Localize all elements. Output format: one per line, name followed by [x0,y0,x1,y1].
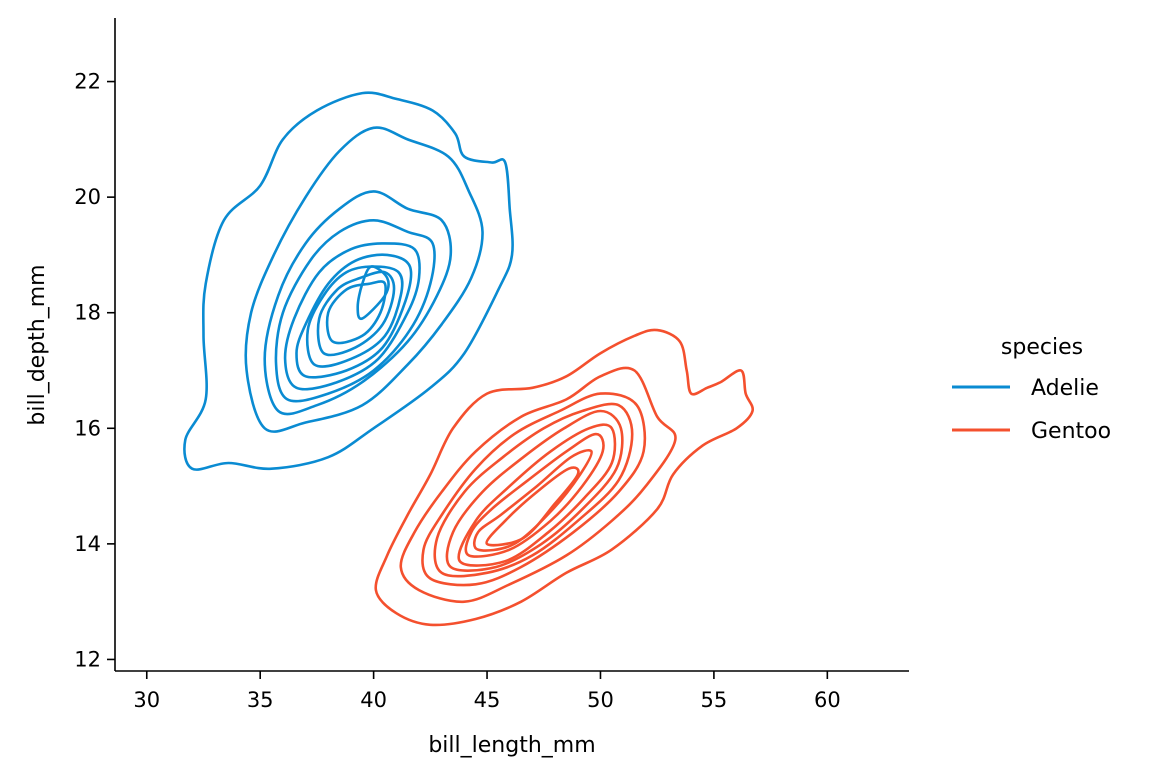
adelie-contour-7 [305,265,404,368]
x-tick-label: 45 [474,688,501,712]
adelie-contour-9 [325,280,387,345]
y-tick-label: 12 [74,647,101,671]
adelie-contour-10 [356,265,390,321]
gentoo-contour-1 [374,328,755,627]
adelie-contour-4 [274,219,436,403]
legend: species Adelie Gentoo [952,335,1111,444]
x-tick-label: 40 [360,688,387,712]
x-tick-label: 35 [247,688,274,712]
adelie-contour-8 [316,270,396,357]
legend-title: species [1001,335,1083,360]
gentoo-contour-3 [421,392,647,587]
legend-label-adelie: Adelie [1031,376,1099,401]
legend-label-gentoo: Gentoo [1031,419,1111,444]
adelie-contour-3 [263,190,453,416]
gentoo-contour-7 [464,432,605,558]
adelie-contour-6 [295,253,413,379]
series-adelie [183,91,514,471]
y-tick-label: 14 [74,532,101,556]
x-axis-title: bill_length_mm [428,733,595,758]
adelie-contour-2 [244,126,484,433]
gentoo-contour-2 [399,366,677,604]
y-tick-label: 22 [74,70,101,94]
gentoo-contour-5 [445,409,624,572]
contour-layer [183,91,755,627]
x-axis-ticks: 30 35 40 45 50 55 60 [133,671,841,712]
series-gentoo [374,328,755,627]
adelie-contour-5 [283,242,421,391]
y-tick-label: 18 [74,301,101,325]
y-axis-title: bill_depth_mm [25,264,50,425]
y-tick-label: 20 [74,185,101,209]
x-tick-label: 30 [133,688,160,712]
adelie-contour-1 [183,91,514,471]
gentoo-contour-6 [457,423,617,567]
gentoo-contour-9 [485,466,580,547]
x-tick-label: 55 [701,688,728,712]
x-tick-label: 50 [587,688,614,712]
gentoo-contour-4 [433,402,634,578]
y-tick-label: 16 [74,416,101,440]
x-tick-label: 60 [814,688,841,712]
y-axis-ticks: 12 14 16 18 20 22 [74,70,115,671]
